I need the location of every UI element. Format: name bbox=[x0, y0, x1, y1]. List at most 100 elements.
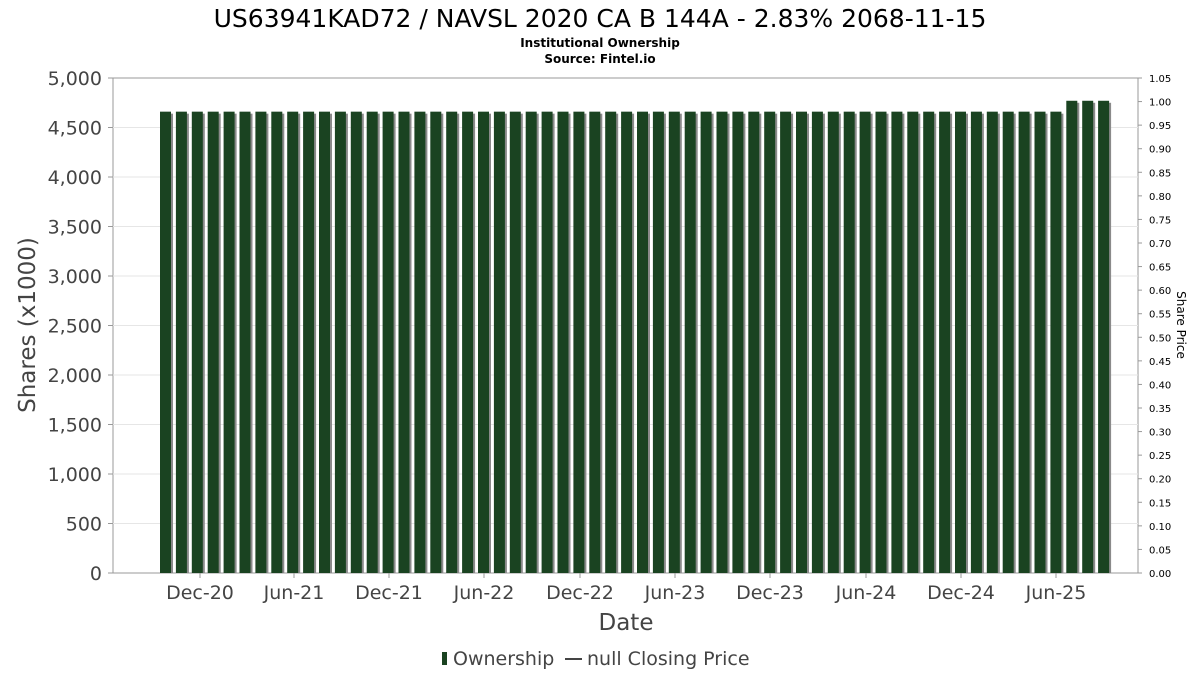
bar bbox=[684, 111, 696, 573]
bar bbox=[239, 111, 251, 573]
bar bbox=[350, 111, 362, 573]
y2-tick-label: 0.10 bbox=[1149, 522, 1171, 533]
y2-tick-label: 0.40 bbox=[1149, 380, 1171, 391]
bar bbox=[573, 111, 585, 573]
bar bbox=[430, 111, 442, 573]
y2-axis-label: Share Price bbox=[1174, 291, 1188, 359]
y-tick-label: 4,500 bbox=[48, 118, 102, 140]
y2-tick-label: 0.30 bbox=[1149, 428, 1171, 439]
bar bbox=[939, 111, 951, 573]
chart-subtitle: Institutional Ownership bbox=[520, 36, 680, 50]
x-tick-label: Dec-24 bbox=[927, 582, 995, 604]
y2-tick-label: 0.60 bbox=[1149, 286, 1171, 297]
y-tick-label: 5,000 bbox=[48, 68, 102, 90]
bar bbox=[732, 111, 744, 573]
bar bbox=[207, 111, 219, 573]
y2-tick-label: 0.15 bbox=[1149, 498, 1171, 509]
y2-tick-label: 0.00 bbox=[1149, 569, 1171, 580]
bar bbox=[605, 111, 617, 573]
y2-tick-label: 0.80 bbox=[1149, 192, 1171, 203]
bar bbox=[668, 111, 680, 573]
bar bbox=[1034, 111, 1046, 573]
y2-tick-label: 0.95 bbox=[1149, 121, 1171, 132]
y-tick-label: 3,000 bbox=[48, 266, 102, 288]
bar bbox=[271, 111, 283, 573]
y-tick-label: 4,000 bbox=[48, 167, 102, 189]
bar bbox=[621, 111, 633, 573]
y-tick-label: 1,500 bbox=[48, 415, 102, 437]
bar bbox=[907, 111, 919, 573]
chart-title: US63941KAD72 / NAVSL 2020 CA B 144A - 2.… bbox=[214, 4, 987, 33]
legend: Ownership null Closing Price bbox=[442, 648, 750, 670]
bar bbox=[525, 111, 537, 573]
x-tick-label: Jun-25 bbox=[1025, 582, 1087, 604]
bar bbox=[970, 111, 982, 573]
bar bbox=[1018, 111, 1030, 573]
bar bbox=[891, 111, 903, 573]
bar bbox=[955, 111, 966, 573]
y2-tick-label: 0.55 bbox=[1149, 310, 1171, 321]
y2-tick-label: 0.20 bbox=[1149, 475, 1171, 486]
bar bbox=[748, 111, 760, 573]
x-tick-label: Dec-22 bbox=[546, 582, 614, 604]
bar bbox=[811, 111, 823, 573]
bar bbox=[923, 111, 935, 573]
y2-tick-label: 0.25 bbox=[1149, 451, 1171, 462]
x-tick-label: Dec-20 bbox=[166, 582, 234, 604]
bar bbox=[875, 111, 887, 573]
bar bbox=[446, 111, 458, 573]
bar bbox=[1082, 100, 1094, 574]
y2-tick-label: 0.50 bbox=[1149, 333, 1171, 344]
bar bbox=[366, 111, 378, 573]
y2-tick-label: 0.85 bbox=[1149, 168, 1171, 179]
bar bbox=[478, 111, 489, 573]
bar bbox=[255, 111, 267, 573]
bar bbox=[462, 111, 474, 573]
bar bbox=[986, 111, 998, 573]
bar-series-ownership bbox=[160, 100, 1112, 574]
x-tick-label: Jun-23 bbox=[644, 582, 706, 604]
legend-price-label: null Closing Price bbox=[587, 648, 750, 670]
bar bbox=[716, 111, 728, 573]
y2-tick-label: 0.35 bbox=[1149, 404, 1171, 415]
bar bbox=[414, 111, 426, 573]
bar bbox=[382, 111, 394, 573]
bar bbox=[493, 111, 505, 573]
y-tick-label: 2,000 bbox=[48, 365, 102, 387]
bar bbox=[398, 111, 410, 573]
bar bbox=[287, 111, 299, 573]
x-tick-label: Jun-21 bbox=[263, 582, 325, 604]
y-tick-label: 0 bbox=[90, 563, 102, 585]
y2-tick-label: 0.70 bbox=[1149, 239, 1171, 250]
bar bbox=[700, 111, 712, 573]
bar bbox=[175, 111, 187, 573]
bar bbox=[223, 111, 235, 573]
bar bbox=[160, 111, 171, 573]
bar bbox=[319, 111, 330, 573]
y-tick-label: 3,500 bbox=[48, 217, 102, 239]
bar bbox=[764, 111, 776, 573]
y2-tick-label: 0.90 bbox=[1149, 145, 1171, 156]
bar bbox=[303, 111, 315, 573]
bar bbox=[557, 111, 569, 573]
bar bbox=[1002, 111, 1014, 573]
bar bbox=[1066, 100, 1078, 574]
x-axis-label: Date bbox=[599, 610, 654, 636]
bar bbox=[509, 111, 521, 573]
bar bbox=[843, 111, 855, 573]
bar bbox=[334, 111, 346, 573]
bar bbox=[827, 111, 839, 573]
y-tick-label: 1,000 bbox=[48, 464, 102, 486]
y2-tick-label: 1.00 bbox=[1149, 98, 1171, 109]
bar bbox=[1050, 111, 1062, 573]
bar bbox=[1098, 100, 1110, 574]
x-tick-label: Dec-21 bbox=[355, 582, 423, 604]
legend-ownership-label: Ownership bbox=[453, 648, 554, 670]
chart-source: Source: Fintel.io bbox=[544, 52, 655, 66]
bar bbox=[652, 111, 664, 573]
x-axis-ticks: Dec-20 Jun-21 Dec-21 Jun-22 Dec-22 Jun-23 Dec-… bbox=[166, 573, 1086, 604]
legend-ownership-swatch bbox=[442, 652, 447, 665]
bar bbox=[780, 111, 792, 573]
y-axis-label: Shares (x1000) bbox=[15, 237, 41, 413]
y2-tick-label: 1.05 bbox=[1149, 74, 1171, 85]
